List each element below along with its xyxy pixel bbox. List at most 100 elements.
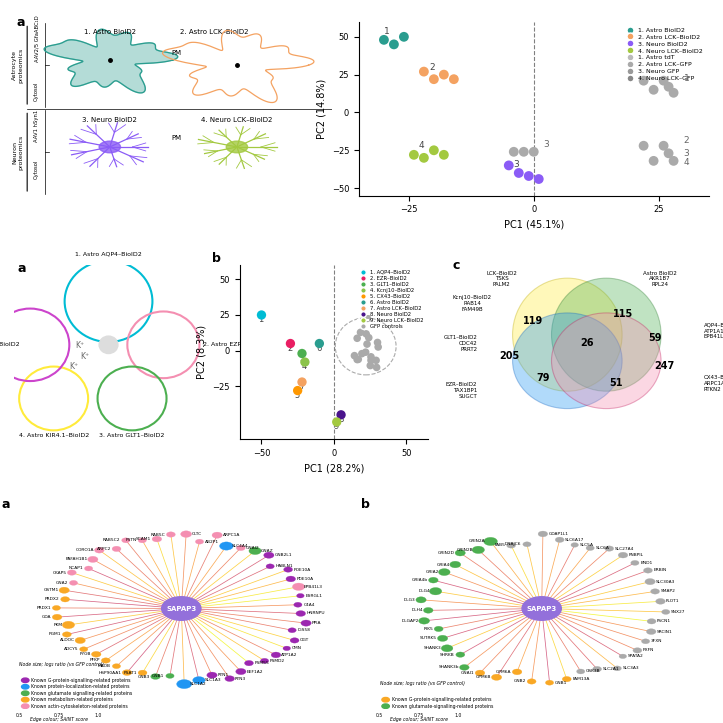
Text: a: a <box>16 16 25 29</box>
Circle shape <box>646 629 656 635</box>
Circle shape <box>522 596 561 620</box>
Text: 0.5: 0.5 <box>376 713 383 718</box>
Text: SNX27: SNX27 <box>671 610 685 614</box>
Text: 2: 2 <box>429 63 435 72</box>
Ellipse shape <box>513 313 622 408</box>
Point <box>299 356 311 368</box>
Text: SPATA2: SPATA2 <box>628 654 644 659</box>
Text: 3: 3 <box>299 354 304 363</box>
Text: PAFAH1B1: PAFAH1B1 <box>65 557 87 561</box>
Text: HABLN1: HABLN1 <box>275 565 294 568</box>
X-axis label: PC1 (28.2%): PC1 (28.2%) <box>304 463 364 474</box>
Text: 51: 51 <box>609 378 623 388</box>
Text: GSK3B: GSK3B <box>586 669 601 673</box>
Circle shape <box>271 652 281 658</box>
Circle shape <box>492 674 502 680</box>
Circle shape <box>460 664 469 670</box>
Text: 115: 115 <box>613 309 633 319</box>
Point <box>668 87 680 98</box>
Text: FAM13A: FAM13A <box>572 677 589 681</box>
Text: 2. Astro EZR–BioID2: 2. Astro EZR–BioID2 <box>202 342 265 347</box>
Circle shape <box>429 588 442 595</box>
Text: 79: 79 <box>536 373 549 383</box>
Text: 2. Astro LCK–BioID2: 2. Astro LCK–BioID2 <box>181 29 249 35</box>
Text: ERBIN: ERBIN <box>654 568 667 573</box>
Circle shape <box>75 638 85 643</box>
Circle shape <box>455 549 466 556</box>
Circle shape <box>290 638 299 643</box>
Text: Known G-protein-signalling-related proteins: Known G-protein-signalling-related prote… <box>31 677 131 683</box>
Circle shape <box>294 602 302 607</box>
Text: SLC3A3: SLC3A3 <box>623 667 639 670</box>
Text: PSTN: PSTN <box>126 539 137 542</box>
Circle shape <box>283 567 293 572</box>
Text: CORO1A: CORO1A <box>75 548 94 552</box>
Y-axis label: PC2 (8.3%): PC2 (8.3%) <box>197 325 207 379</box>
Text: EZR–BioID2
TAX1BP1
SUGCT: EZR–BioID2 TAX1BP1 SUGCT <box>446 382 477 398</box>
Text: SLC6A17: SLC6A17 <box>565 538 584 542</box>
Text: PSAT1: PSAT1 <box>124 671 137 675</box>
Text: 3: 3 <box>683 150 689 158</box>
Point <box>365 351 377 363</box>
Ellipse shape <box>513 278 622 391</box>
Circle shape <box>95 547 104 553</box>
Point <box>351 354 363 365</box>
Text: PXFN: PXFN <box>643 649 654 652</box>
Text: 9: 9 <box>334 422 339 431</box>
Point <box>658 75 669 87</box>
Point <box>518 146 529 158</box>
Text: IGS58: IGS58 <box>298 628 310 632</box>
Text: GRIN2D: GRIN2D <box>438 551 455 555</box>
Circle shape <box>513 669 522 675</box>
Text: PSMD2: PSMD2 <box>270 659 285 663</box>
Text: Known actin-cytoskeleton-related proteins: Known actin-cytoskeleton-related protein… <box>31 703 128 709</box>
Circle shape <box>69 581 77 586</box>
Text: 4: 4 <box>302 362 307 371</box>
Text: 2: 2 <box>288 343 293 353</box>
Circle shape <box>112 546 121 552</box>
Circle shape <box>662 609 670 615</box>
Text: Edge colour; SAINT score: Edge colour; SAINT score <box>390 717 448 722</box>
Text: DNAJC6: DNAJC6 <box>505 542 521 547</box>
Circle shape <box>52 615 62 620</box>
Circle shape <box>571 543 578 547</box>
Point <box>418 66 429 77</box>
Text: 3. Neuro BioID2: 3. Neuro BioID2 <box>82 117 137 124</box>
Circle shape <box>99 141 121 153</box>
Text: c: c <box>453 259 461 272</box>
Text: CKAP5: CKAP5 <box>52 570 67 575</box>
Circle shape <box>647 619 656 624</box>
Text: GRIA4: GRIA4 <box>437 562 450 567</box>
Point <box>363 332 375 343</box>
Polygon shape <box>44 29 178 93</box>
Text: Known protein-localization-related proteins: Known protein-localization-related prote… <box>31 684 129 689</box>
Text: ESRGL1: ESRGL1 <box>306 594 322 598</box>
Point <box>348 350 360 362</box>
Circle shape <box>87 556 98 562</box>
Circle shape <box>538 531 548 536</box>
Circle shape <box>286 576 296 582</box>
Circle shape <box>166 673 174 678</box>
Text: 3: 3 <box>544 140 549 149</box>
Circle shape <box>576 669 585 674</box>
Point <box>638 75 649 87</box>
Point <box>296 376 308 388</box>
Text: LCK–BioID2
TSKS
PALM2: LCK–BioID2 TSKS PALM2 <box>486 270 517 287</box>
Text: CMN: CMN <box>292 646 302 651</box>
Circle shape <box>138 670 147 675</box>
Text: 5. Astro CX43–BioID2: 5. Astro CX43–BioID2 <box>0 342 20 347</box>
Text: Known metabolism-related proteins: Known metabolism-related proteins <box>31 697 113 702</box>
Circle shape <box>212 532 222 538</box>
Circle shape <box>244 660 254 666</box>
Point <box>513 167 525 179</box>
Text: 0.75: 0.75 <box>54 713 64 718</box>
Circle shape <box>618 552 628 558</box>
Text: AB2P1: AB2P1 <box>205 539 219 544</box>
Text: 8: 8 <box>338 415 343 424</box>
Point <box>314 338 325 349</box>
Text: PSM55: PSM55 <box>254 661 269 665</box>
Text: Cytosol: Cytosol <box>34 160 39 179</box>
Text: 3: 3 <box>514 161 520 169</box>
Circle shape <box>62 621 74 629</box>
Circle shape <box>80 647 87 651</box>
